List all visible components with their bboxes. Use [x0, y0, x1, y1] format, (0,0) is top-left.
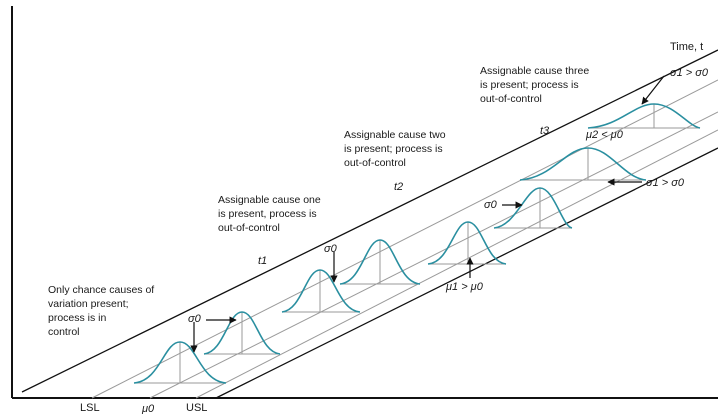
distribution-curve-8	[587, 103, 701, 129]
sigma1-gt-sigma0-label-top: σ1 > σ0	[670, 67, 709, 79]
sigma0-label-2: σ0	[324, 243, 338, 255]
cause-three-annotation: Assignable cause three is present; proce…	[480, 65, 592, 105]
t3-mark: t3	[540, 125, 550, 137]
distribution-curve-5	[427, 221, 507, 265]
distribution-baselines	[134, 127, 700, 384]
distribution-curve-7	[519, 147, 647, 181]
sigma0-label-1: σ0	[188, 313, 202, 325]
sigma1-arrow-left-top	[641, 75, 665, 105]
sigma0-label-3: σ0	[484, 199, 498, 211]
distribution-curve-1	[133, 341, 227, 384]
distribution-curve-3	[281, 269, 361, 313]
t1-mark: t1	[258, 255, 267, 267]
usl-label: USL	[186, 402, 207, 414]
mu1-gt-mu0-label: μ1 > μ0	[445, 281, 484, 293]
distribution-curve-6	[493, 187, 573, 229]
distribution-curve-2	[203, 311, 281, 355]
band-lower-line	[215, 147, 718, 399]
mu0-label: μ0	[141, 403, 155, 414]
t2-mark: t2	[394, 181, 403, 193]
in-control-annotation: Only chance causes of variation present;…	[48, 284, 157, 338]
sigma1-gt-sigma0-label-mid: σ1 > σ0	[646, 177, 685, 189]
mu2-lt-mu0-label: μ2 < μ0	[585, 129, 624, 141]
time-axis-label: Time, t	[670, 41, 703, 53]
band-upper-line	[21, 49, 718, 393]
distribution-center-lines	[179, 104, 655, 383]
lsl-guide-line	[91, 79, 718, 399]
cause-two-annotation: Assignable cause two is present; process…	[344, 129, 448, 169]
cause-one-annotation: Assignable cause one is present, process…	[218, 194, 324, 234]
mu0-guide-line	[149, 111, 718, 399]
distribution-curve-4	[339, 239, 421, 285]
lsl-label: LSL	[80, 402, 100, 414]
